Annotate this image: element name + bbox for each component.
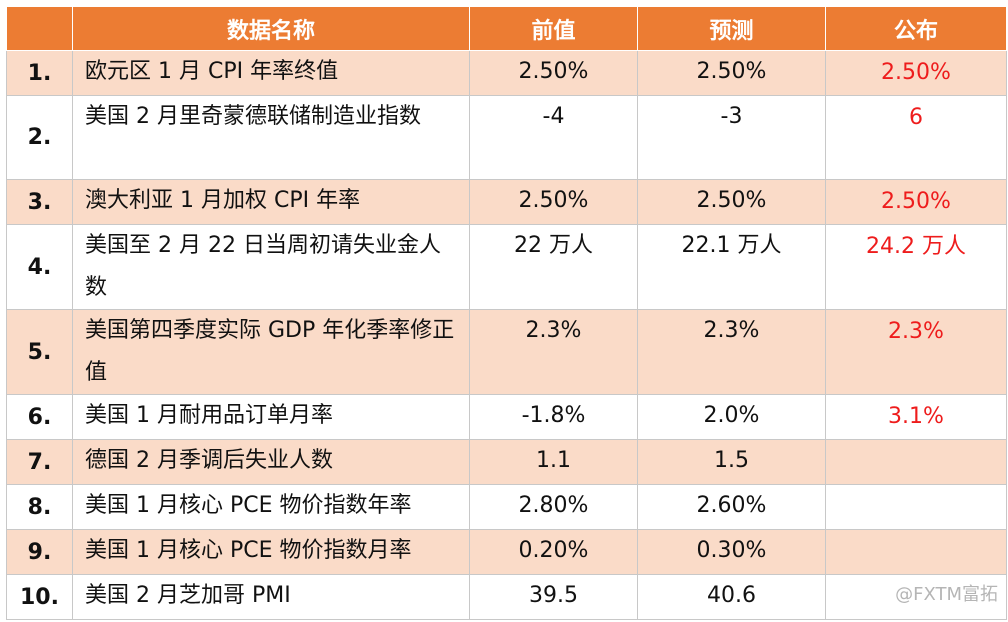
header-prev: 前值 xyxy=(469,6,638,51)
row-index: 1. xyxy=(6,50,73,96)
table-row: 8. 美国 1 月核心 PCE 物价指数年率 2.80% 2.60% xyxy=(6,484,1007,530)
row-index: 5. xyxy=(6,309,73,395)
row-name: 美国 1 月耐用品订单月率 xyxy=(72,394,470,440)
row-forecast: 22.1 万人 xyxy=(637,224,826,310)
row-forecast: 2.3% xyxy=(637,309,826,395)
row-index: 9. xyxy=(6,529,73,575)
row-name: 美国 2 月芝加哥 PMI xyxy=(72,574,470,620)
row-name: 欧元区 1 月 CPI 年率终值 xyxy=(72,50,470,96)
table-row: 5. 美国第四季度实际 GDP 年化季率修正值 2.3% 2.3% 2.3% xyxy=(6,309,1007,395)
row-index: 4. xyxy=(6,224,73,310)
table-row: 6. 美国 1 月耐用品订单月率 -1.8% 2.0% 3.1% xyxy=(6,394,1007,440)
header-index xyxy=(6,6,73,51)
row-name: 美国 1 月核心 PCE 物价指数年率 xyxy=(72,484,470,530)
row-index: 8. xyxy=(6,484,73,530)
row-forecast: 0.30% xyxy=(637,529,826,575)
row-name: 德国 2 月季调后失业人数 xyxy=(72,439,470,485)
row-actual: 24.2 万人 xyxy=(825,224,1007,310)
economic-data-table-container: 数据名称 前值 预测 公布 1. 欧元区 1 月 CPI 年率终值 2.50% … xyxy=(6,6,1007,620)
row-name: 澳大利亚 1 月加权 CPI 年率 xyxy=(72,179,470,225)
row-index: 3. xyxy=(6,179,73,225)
row-forecast: 2.0% xyxy=(637,394,826,440)
row-forecast: 1.5 xyxy=(637,439,826,485)
row-prev: -1.8% xyxy=(469,394,638,440)
row-name: 美国 2 月里奇蒙德联储制造业指数 xyxy=(72,95,470,180)
row-index: 10. xyxy=(6,574,73,620)
row-prev: -4 xyxy=(469,95,638,180)
row-forecast: 2.50% xyxy=(637,179,826,225)
row-forecast: 2.60% xyxy=(637,484,826,530)
header-name: 数据名称 xyxy=(72,6,470,51)
table-row: 7. 德国 2 月季调后失业人数 1.1 1.5 xyxy=(6,439,1007,485)
table-row: 1. 欧元区 1 月 CPI 年率终值 2.50% 2.50% 2.50% xyxy=(6,50,1007,96)
row-index: 7. xyxy=(6,439,73,485)
economic-data-table: 数据名称 前值 预测 公布 1. 欧元区 1 月 CPI 年率终值 2.50% … xyxy=(6,6,1007,620)
table-row: 2. 美国 2 月里奇蒙德联储制造业指数 -4 -3 6 xyxy=(6,95,1007,180)
row-prev: 39.5 xyxy=(469,574,638,620)
row-actual: 2.3% xyxy=(825,309,1007,395)
header-actual: 公布 xyxy=(825,6,1007,51)
row-actual: 6 xyxy=(825,95,1007,180)
header-forecast: 预测 xyxy=(637,6,826,51)
row-forecast: -3 xyxy=(637,95,826,180)
row-forecast: 40.6 xyxy=(637,574,826,620)
row-actual: 2.50% xyxy=(825,50,1007,96)
row-index: 2. xyxy=(6,95,73,180)
table-row: 9. 美国 1 月核心 PCE 物价指数月率 0.20% 0.30% xyxy=(6,529,1007,575)
table-header-row: 数据名称 前值 预测 公布 xyxy=(6,6,1007,51)
row-name: 美国 1 月核心 PCE 物价指数月率 xyxy=(72,529,470,575)
row-index: 6. xyxy=(6,394,73,440)
table-row: 10. 美国 2 月芝加哥 PMI 39.5 40.6 xyxy=(6,574,1007,620)
row-actual: 2.50% xyxy=(825,179,1007,225)
row-actual xyxy=(825,529,1007,575)
row-prev: 2.80% xyxy=(469,484,638,530)
watermark: @FXTM富拓 xyxy=(895,584,998,605)
row-name: 美国第四季度实际 GDP 年化季率修正值 xyxy=(72,309,470,395)
row-prev: 2.3% xyxy=(469,309,638,395)
row-prev: 2.50% xyxy=(469,50,638,96)
row-forecast: 2.50% xyxy=(637,50,826,96)
table-row: 4. 美国至 2 月 22 日当周初请失业金人数 22 万人 22.1 万人 2… xyxy=(6,224,1007,310)
row-prev: 0.20% xyxy=(469,529,638,575)
row-prev: 1.1 xyxy=(469,439,638,485)
row-prev: 22 万人 xyxy=(469,224,638,310)
row-actual xyxy=(825,484,1007,530)
row-name: 美国至 2 月 22 日当周初请失业金人数 xyxy=(72,224,470,310)
row-actual: 3.1% xyxy=(825,394,1007,440)
row-actual xyxy=(825,439,1007,485)
row-prev: 2.50% xyxy=(469,179,638,225)
row-actual xyxy=(825,574,1007,620)
table-row: 3. 澳大利亚 1 月加权 CPI 年率 2.50% 2.50% 2.50% xyxy=(6,179,1007,225)
